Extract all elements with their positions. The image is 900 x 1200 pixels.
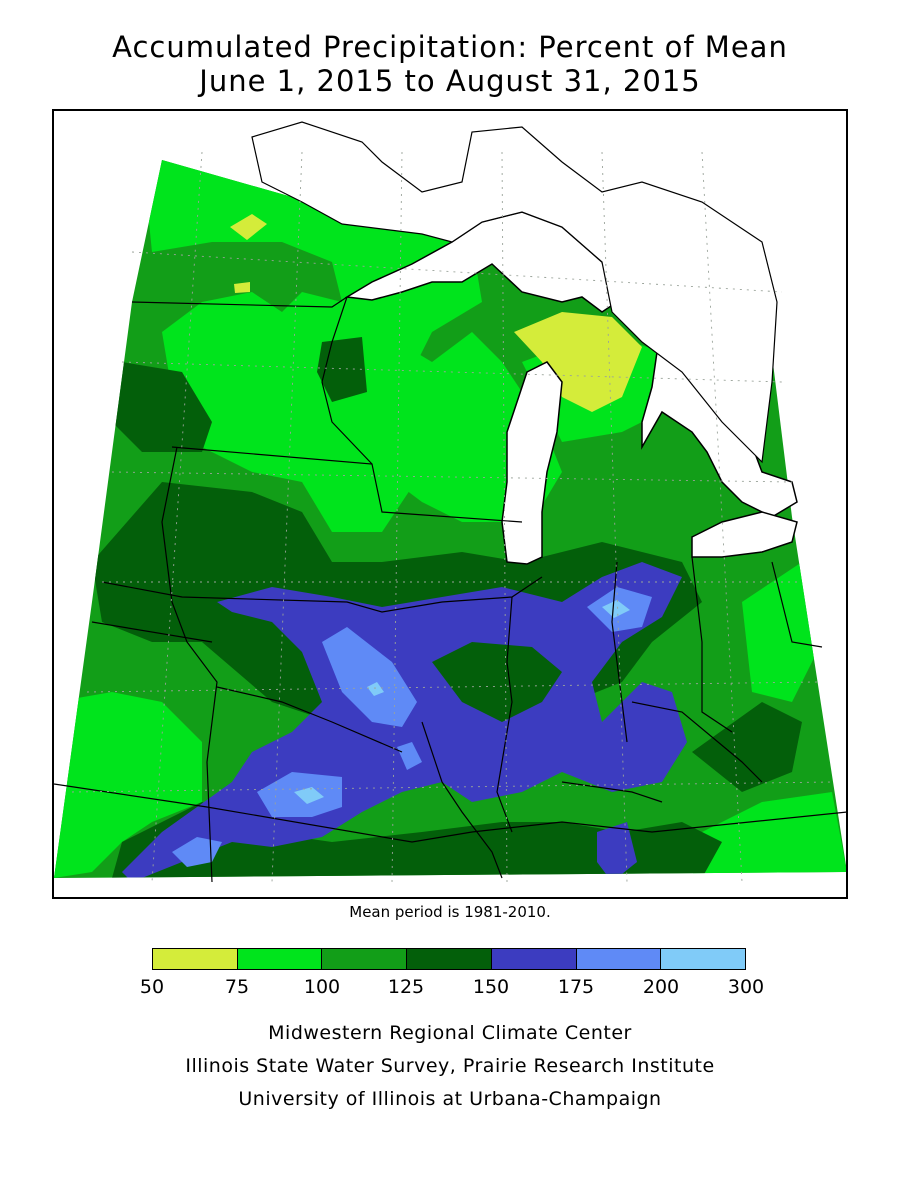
legend-tick: 100 — [303, 976, 341, 998]
legend-swatch-50-75 — [153, 949, 238, 969]
map-canvas — [54, 121, 846, 883]
contour-75-100-sw — [54, 692, 202, 878]
credit-uiuc: University of Illinois at Urbana-Champai… — [238, 1088, 662, 1110]
credit-mrcc: Midwestern Regional Climate Center — [268, 1022, 632, 1044]
map-date-range: June 1, 2015 to August 31, 2015 — [199, 64, 701, 98]
contour-200-300-in — [602, 600, 630, 618]
legend-swatch-200-300 — [661, 949, 746, 969]
legend-tick: 75 — [224, 976, 250, 998]
color-legend — [152, 948, 746, 970]
lake-erie — [691, 511, 798, 558]
mean-period-note: Mean period is 1981-2010. — [349, 903, 551, 921]
contour-125-150-west — [112, 362, 212, 452]
canada-area — [251, 121, 778, 464]
legend-tick: 125 — [387, 976, 425, 998]
contour-200-300-iowa — [367, 682, 384, 696]
contour-75-100-wisconsin — [322, 332, 562, 522]
legend-tick: 50 — [139, 976, 165, 998]
contour-lt75-mn — [234, 282, 250, 293]
contour-75-100-east — [742, 562, 822, 702]
precipitation-map — [52, 109, 848, 899]
legend-tick: 150 — [472, 976, 510, 998]
lake-michigan — [501, 361, 563, 565]
contour-175-200-iowa — [322, 627, 417, 727]
legend-tick: 200 — [642, 976, 680, 998]
contour-175-200-ks — [172, 837, 222, 867]
contour-125-150-south — [112, 802, 722, 878]
legend-swatch-150-175 — [491, 949, 577, 969]
map-title: Accumulated Precipitation: Percent of Me… — [112, 30, 788, 64]
precip-contours — [54, 160, 846, 878]
legend-swatch-75-100 — [237, 949, 323, 969]
contour-150-175-il-hole — [432, 642, 562, 722]
contour-lt75-michigan — [514, 312, 642, 412]
legend-swatch-175-200 — [576, 949, 662, 969]
legend-swatch-100-125 — [322, 949, 408, 969]
contour-175-200-river — [397, 742, 422, 770]
contour-75-100-se — [692, 792, 846, 878]
legend-tick: 300 — [727, 976, 765, 998]
contour-125-150-east — [692, 702, 802, 792]
legend-tick: 175 — [557, 976, 595, 998]
state-borders — [54, 296, 846, 883]
contour-150-175-south — [597, 822, 637, 878]
contour-200-300-mo — [294, 787, 324, 804]
contour-lt75-north — [230, 214, 267, 240]
contour-lt75-se — [782, 874, 814, 878]
lat-lon-grid — [71, 151, 833, 883]
legend-swatch-125-150 — [407, 949, 492, 969]
credit-isws: Illinois State Water Survey, Prairie Res… — [185, 1055, 715, 1077]
great-lakes — [344, 211, 798, 565]
